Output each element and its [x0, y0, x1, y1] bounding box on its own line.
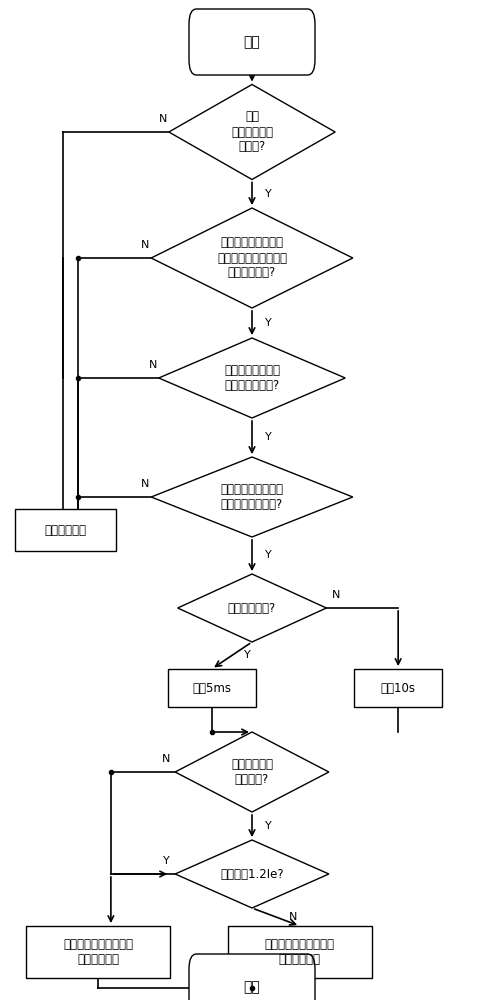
Text: 延时10s: 延时10s: [381, 682, 416, 694]
Text: Y: Y: [265, 189, 271, 199]
Text: 启动时本侧和其他侧
三相相电压没变化?: 启动时本侧和其他侧 三相相电压没变化?: [221, 483, 283, 511]
FancyBboxPatch shape: [15, 509, 116, 551]
Text: 差动保护启动?: 差动保护启动?: [228, 601, 276, 614]
Text: Y: Y: [265, 821, 271, 831]
Text: N: N: [141, 479, 149, 489]
Text: N: N: [332, 590, 340, 600]
Text: N: N: [288, 912, 297, 922]
Text: N: N: [141, 240, 149, 250]
Text: 电流互感器断线告警，
闭锁差动保护: 电流互感器断线告警， 闭锁差动保护: [265, 938, 335, 966]
Text: Y: Y: [265, 550, 271, 560]
Text: N: N: [159, 114, 167, 124]
Text: 电流互感器断线告警，
开放差动保护: 电流互感器断线告警， 开放差动保护: [64, 938, 133, 966]
FancyBboxPatch shape: [189, 9, 315, 75]
Text: 启动前本侧三相有电
流，启动后本侧三相相
电流没有增加?: 启动前本侧三相有电 流，启动后本侧三相相 电流没有增加?: [217, 236, 287, 279]
FancyBboxPatch shape: [167, 669, 256, 707]
FancyBboxPatch shape: [228, 926, 372, 978]
Text: Y: Y: [265, 318, 271, 328]
Text: 断线闭锁差动
保护投入?: 断线闭锁差动 保护投入?: [231, 758, 273, 786]
Polygon shape: [178, 574, 327, 642]
FancyBboxPatch shape: [27, 926, 170, 978]
Polygon shape: [159, 338, 345, 418]
Text: 开放差动保护: 开放差动保护: [44, 524, 87, 536]
Text: Y: Y: [265, 432, 271, 442]
Text: N: N: [149, 360, 157, 370]
Text: 启动时其他侧三相
相电流没有变化?: 启动时其他侧三相 相电流没有变化?: [224, 364, 280, 392]
Text: 开始: 开始: [243, 35, 261, 49]
Text: Y: Y: [163, 856, 170, 866]
FancyBboxPatch shape: [354, 669, 443, 707]
Text: 延时5ms: 延时5ms: [192, 682, 231, 694]
Text: Y: Y: [244, 650, 251, 660]
Text: 差流大于1.2Ie?: 差流大于1.2Ie?: [220, 867, 284, 880]
FancyBboxPatch shape: [189, 954, 315, 1000]
Polygon shape: [169, 85, 335, 180]
Polygon shape: [175, 732, 329, 812]
Polygon shape: [151, 208, 353, 308]
Polygon shape: [175, 840, 329, 908]
Text: 结束: 结束: [243, 980, 261, 994]
Text: 电流
互感器断线判
别启动?: 电流 互感器断线判 别启动?: [231, 110, 273, 153]
Polygon shape: [151, 457, 353, 537]
Text: N: N: [162, 754, 170, 764]
